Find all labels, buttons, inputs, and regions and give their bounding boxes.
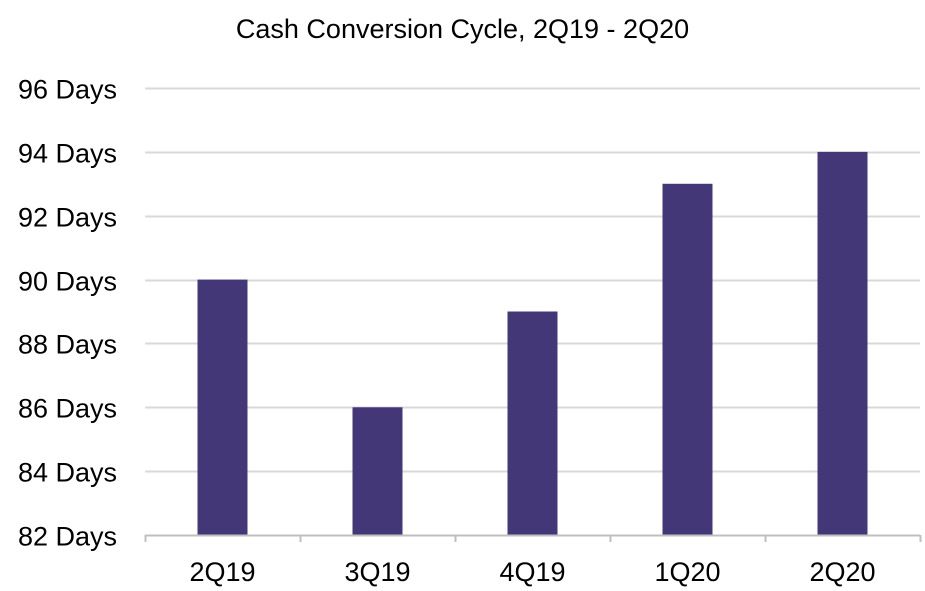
y-tick-label: 90 Days: [18, 267, 117, 297]
bars: [197, 151, 868, 536]
x-tick-label: 2Q19: [189, 557, 255, 587]
bar-1q20: [662, 183, 713, 536]
x-tick-label: 4Q19: [499, 557, 565, 587]
chart-title: Cash Conversion Cycle, 2Q19 - 2Q20: [235, 14, 690, 44]
y-tick-label: 84 Days: [18, 458, 117, 488]
bar-3q19: [352, 407, 403, 535]
bar-2q20: [817, 151, 868, 535]
bar-2q19: [197, 279, 248, 535]
y-tick-label: 92 Days: [18, 203, 117, 233]
y-tick-label: 94 Days: [18, 139, 117, 169]
y-tick-label: 88 Days: [18, 330, 117, 360]
x-tick-labels: 2Q19 3Q19 4Q19 1Q20 2Q20: [189, 557, 875, 587]
y-tick-label: 82 Days: [18, 522, 117, 552]
x-tick-label: 2Q20: [809, 557, 875, 587]
y-tick-label: 96 Days: [18, 75, 117, 105]
y-tick-labels: 82 Days 84 Days 86 Days 88 Days 90 Days 92 Da…: [18, 75, 117, 552]
bar-4q19: [507, 311, 558, 535]
y-tick-label: 86 Days: [18, 394, 117, 424]
x-tick-label: 3Q19: [344, 557, 410, 587]
x-tick-label: 1Q20: [654, 557, 720, 587]
axes: [144, 534, 922, 542]
